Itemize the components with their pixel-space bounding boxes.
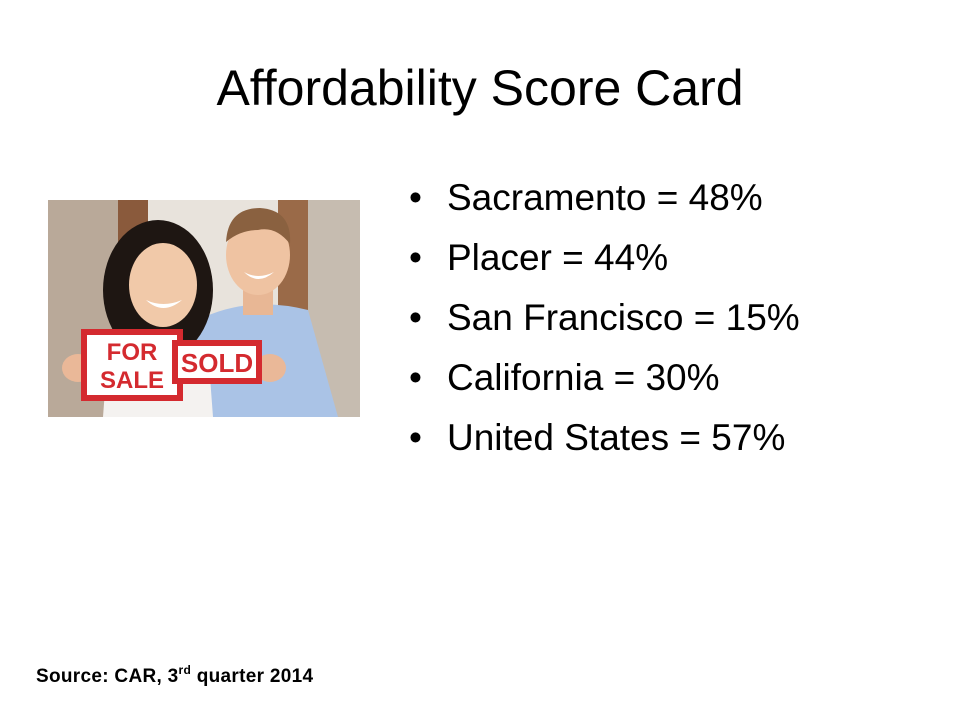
for-sale-sign: FOR SALE bbox=[81, 329, 183, 401]
bullet-dot: • bbox=[409, 297, 422, 338]
slide-title: Affordability Score Card bbox=[216, 60, 744, 116]
bullet-text: California = 30% bbox=[447, 357, 720, 398]
bullet-text: United States = 57% bbox=[447, 417, 786, 458]
bullet-text: Sacramento = 48% bbox=[447, 177, 763, 218]
bullet-dot: • bbox=[409, 417, 422, 458]
source-citation: Source: CAR, 3rd quarter 2014 bbox=[36, 663, 313, 688]
couple-photo: FOR SALE SOLD bbox=[48, 200, 360, 417]
bullet-text: San Francisco = 15% bbox=[447, 297, 800, 338]
svg-text:FOR: FOR bbox=[107, 339, 158, 366]
source-superscript: rd bbox=[178, 663, 192, 677]
source-prefix: Source: CAR, 3 bbox=[36, 666, 179, 687]
bullet-text: Placer = 44% bbox=[447, 237, 669, 278]
bullet-dot: • bbox=[409, 177, 422, 218]
bullet-item-placer: • Placer = 44% bbox=[405, 228, 800, 288]
sold-sign: SOLD bbox=[172, 340, 262, 384]
svg-text:SALE: SALE bbox=[100, 367, 164, 394]
bullet-item-sacramento: • Sacramento = 48% bbox=[405, 168, 800, 228]
bullet-item-california: • California = 30% bbox=[405, 348, 800, 408]
bullet-dot: • bbox=[409, 237, 422, 278]
bullet-list: • Sacramento = 48% • Placer = 44% • San … bbox=[405, 168, 800, 468]
svg-text:SOLD: SOLD bbox=[181, 348, 253, 378]
bullet-item-san-francisco: • San Francisco = 15% bbox=[405, 288, 800, 348]
source-suffix: quarter 2014 bbox=[191, 666, 314, 687]
bullet-dot: • bbox=[409, 357, 422, 398]
bullet-item-united-states: • United States = 57% bbox=[405, 408, 800, 468]
